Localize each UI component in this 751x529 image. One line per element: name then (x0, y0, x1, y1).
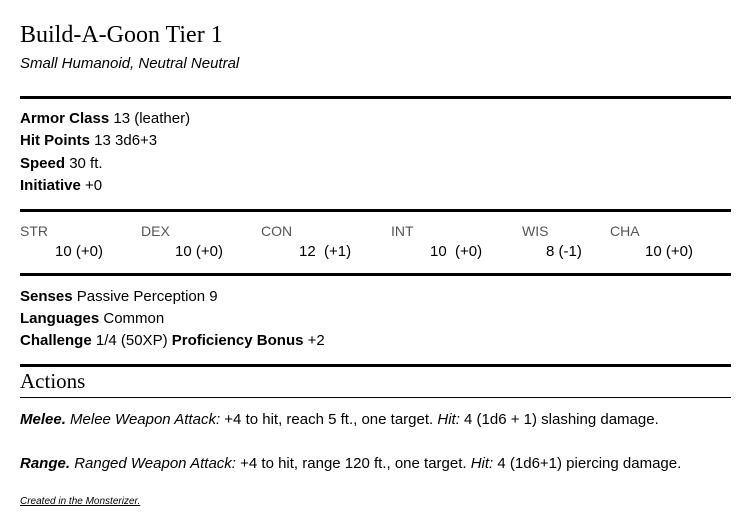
ability-label-wis: WIS (522, 223, 549, 239)
divider (20, 96, 731, 99)
hit-label: Hit: (437, 411, 460, 428)
divider (20, 209, 731, 212)
label: Speed (20, 155, 66, 172)
ability-label-str: STR (20, 223, 48, 239)
label: Challenge (20, 332, 92, 349)
attack-text: +4 to hit, reach 5 ft., one target. (224, 411, 434, 428)
action-name: Melee. (20, 411, 66, 428)
label: Proficiency Bonus (171, 332, 304, 349)
value: Passive Perception 9 (76, 288, 218, 305)
challenge: Challenge 1/4 (50XP) Proficiency Bonus +… (20, 332, 325, 349)
value: +0 (85, 177, 103, 194)
divider (20, 364, 731, 367)
monster-name: Build-A-Goon Tier 1 (20, 22, 223, 48)
attack-type: Ranged Weapon Attack: (74, 455, 236, 472)
value: 13 (leather) (113, 110, 191, 127)
value: +2 (307, 332, 325, 349)
ability-score-con: 12 (+1) (299, 243, 352, 260)
attack-type: Melee Weapon Attack: (70, 411, 221, 428)
label: Initiative (20, 177, 81, 194)
armor-class: Armor Class 13 (leather) (20, 110, 190, 127)
damage: 4 (1d6 + 1) slashing damage. (464, 411, 659, 428)
ability-label-int: INT (391, 223, 414, 239)
value: 1/4 (50XP) (95, 332, 168, 349)
label: Senses (20, 288, 73, 305)
ability-score-dex: 10 (+0) (175, 243, 223, 260)
ability-score-wis: 8 (-1) (546, 243, 582, 260)
speed: Speed 30 ft. (20, 155, 103, 172)
ability-score-str: 10 (+0) (55, 243, 103, 260)
initiative: Initiative +0 (20, 177, 102, 194)
divider (20, 273, 731, 276)
ability-label-cha: CHA (610, 223, 640, 239)
label: Hit Points (20, 132, 90, 149)
ability-score-cha: 10 (+0) (645, 243, 693, 260)
hit-label: Hit: (470, 455, 494, 472)
label: Armor Class (20, 110, 110, 127)
monsterizer-link[interactable]: Created in the Monsterizer. (20, 496, 141, 507)
actions-heading: Actions (20, 369, 86, 393)
hit-points: Hit Points 13 3d6+3 (20, 132, 157, 149)
action-name: Range. (20, 455, 71, 472)
ability-score-int: 10 (+0) (430, 243, 483, 260)
divider (20, 397, 731, 398)
ability-label-con: CON (261, 223, 293, 239)
attack-text: +4 to hit, range 120 ft., one target. (240, 455, 467, 472)
monster-type: Small Humanoid, Neutral Neutral (20, 55, 240, 72)
value: 13 3d6+3 (94, 132, 158, 149)
senses: Senses Passive Perception 9 (20, 288, 218, 305)
languages: Languages Common (20, 310, 164, 327)
action-range: Range. Ranged Weapon Attack: +4 to hit, … (20, 455, 681, 472)
label: Languages (20, 310, 100, 327)
value: Common (103, 310, 165, 327)
value: 30 ft. (69, 155, 103, 172)
ability-label-dex: DEX (141, 223, 170, 239)
action-melee: Melee. Melee Weapon Attack: +4 to hit, r… (20, 411, 659, 428)
damage: 4 (1d6+1) piercing damage. (497, 455, 682, 472)
